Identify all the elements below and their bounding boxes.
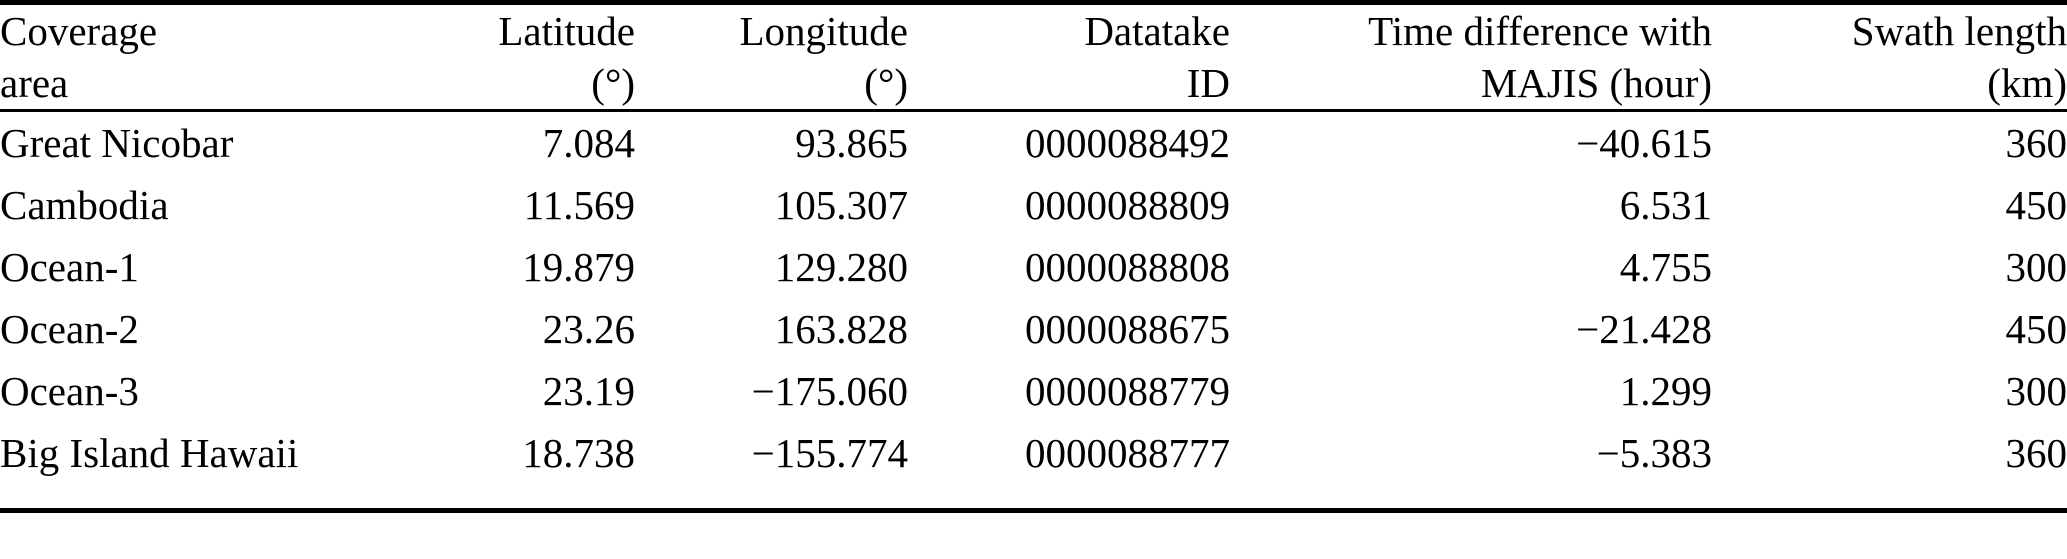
header-row: Coverage area Latitude (°) Longitude (°)… (0, 2, 2067, 112)
cell-datatake-id: 0000088492 (1025, 120, 1230, 166)
column-header-line1: Coverage (0, 8, 158, 54)
cell-latitude: 18.738 (522, 430, 635, 476)
column-header-line1: Swath length (1851, 8, 2067, 54)
column-header-line2: ID (1186, 60, 1230, 106)
column-header-time-difference: Time difference with MAJIS (hour) (1230, 2, 1712, 112)
datatake-table: Coverage area Latitude (°) Longitude (°)… (0, 0, 2067, 513)
cell-time-difference: −21.428 (1576, 306, 1712, 352)
cell-time-difference: 4.755 (1619, 244, 1712, 290)
cell-coverage-area: Ocean-3 (0, 368, 139, 414)
cell-time-difference: −40.615 (1576, 120, 1712, 166)
cell-coverage-area: Ocean-2 (0, 306, 139, 352)
cell-swath-length: 450 (2005, 306, 2067, 352)
cell-time-difference: −5.383 (1596, 430, 1712, 476)
table-row: Ocean-2 23.26 163.828 0000088675 −21.428… (0, 298, 2067, 360)
cell-datatake-id: 0000088675 (1025, 306, 1230, 352)
cell-longitude: 163.828 (774, 306, 908, 352)
column-header-line2: (km) (1987, 60, 2067, 106)
column-header-line2: (°) (591, 60, 635, 106)
column-header-line2: (°) (864, 60, 908, 106)
table-row: Ocean-1 19.879 129.280 0000088808 4.755 … (0, 236, 2067, 298)
table-row: Cambodia 11.569 105.307 0000088809 6.531… (0, 174, 2067, 236)
cell-latitude: 19.879 (522, 244, 635, 290)
column-header-line1: Time difference with (1368, 8, 1712, 54)
cell-swath-length: 360 (2005, 120, 2067, 166)
cell-datatake-id: 0000088777 (1025, 430, 1230, 476)
cell-longitude: 129.280 (774, 244, 908, 290)
column-header-swath-length: Swath length (km) (1712, 2, 2067, 112)
cell-coverage-area: Cambodia (0, 182, 169, 228)
column-header-line1: Latitude (498, 8, 635, 54)
cell-swath-length: 300 (2005, 244, 2067, 290)
cell-latitude: 23.26 (542, 306, 635, 352)
cell-latitude: 7.084 (542, 120, 635, 166)
column-header-longitude: Longitude (°) (635, 2, 908, 112)
cell-time-difference: 6.531 (1619, 182, 1712, 228)
column-header-line2: MAJIS (hour) (1480, 60, 1712, 106)
column-header-line2: area (0, 60, 69, 106)
column-header-datatake-id: Datatake ID (908, 2, 1230, 112)
cell-longitude: −155.774 (751, 430, 908, 476)
cell-coverage-area: Big Island Hawaii (0, 430, 299, 476)
cell-swath-length: 360 (2005, 430, 2067, 476)
table-row: Big Island Hawaii 18.738 −155.774 000008… (0, 422, 2067, 511)
cell-longitude: −175.060 (751, 368, 908, 414)
cell-longitude: 93.865 (795, 120, 908, 166)
cell-time-difference: 1.299 (1619, 368, 1712, 414)
column-header-line1: Datatake (1084, 8, 1230, 54)
table-row: Great Nicobar 7.084 93.865 0000088492 −4… (0, 111, 2067, 175)
cell-coverage-area: Ocean-1 (0, 244, 139, 290)
cell-latitude: 23.19 (542, 368, 635, 414)
cell-datatake-id: 0000088809 (1025, 182, 1230, 228)
cell-datatake-id: 0000088779 (1025, 368, 1230, 414)
cell-latitude: 11.569 (523, 182, 635, 228)
cell-datatake-id: 0000088808 (1025, 244, 1230, 290)
cell-swath-length: 300 (2005, 368, 2067, 414)
column-header-coverage-area: Coverage area (0, 2, 445, 112)
table-row: Ocean-3 23.19 −175.060 0000088779 1.299 … (0, 360, 2067, 422)
cell-coverage-area: Great Nicobar (0, 120, 234, 166)
column-header-line1: Longitude (739, 8, 908, 54)
cell-longitude: 105.307 (774, 182, 908, 228)
cell-swath-length: 450 (2005, 182, 2067, 228)
column-header-latitude: Latitude (°) (445, 2, 635, 112)
